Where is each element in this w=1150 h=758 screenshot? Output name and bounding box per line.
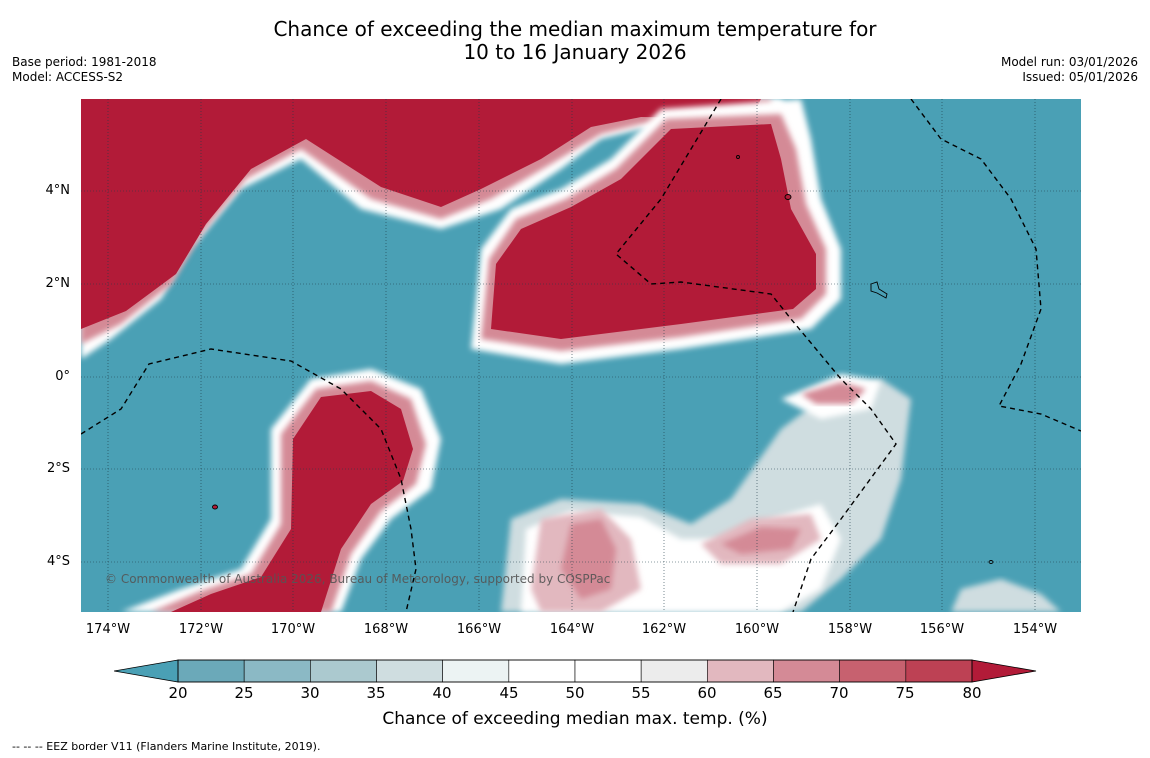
- model-name: Model: ACCESS-S2: [12, 70, 124, 84]
- lat-label-4s: 4°S: [46, 554, 70, 569]
- colorbar-tick-50: 50: [565, 684, 585, 702]
- lat-label-2s: 2°S: [46, 461, 70, 476]
- colorbar-tick-45: 45: [499, 684, 519, 702]
- meta-left: Base period: 1981-2018 Model: ACCESS-S2: [12, 55, 157, 85]
- colorbar-tick-75: 75: [895, 684, 915, 702]
- lon-label-162w: 162°W: [641, 622, 687, 637]
- warm-region-southwest: [121, 369, 441, 612]
- colorbar-cell: [442, 659, 510, 683]
- lon-label-156w: 156°W: [919, 622, 965, 637]
- island-1: [784, 194, 792, 200]
- lat-label-0: 0°: [55, 369, 70, 384]
- lon-label-166w: 166°W: [456, 622, 502, 637]
- colorbar-cell: [310, 659, 377, 683]
- colorbar-cell: [243, 659, 311, 683]
- colorbar: [114, 659, 1037, 683]
- island-3: [870, 281, 888, 299]
- island-4: [212, 504, 218, 510]
- colorbar-cell: [177, 659, 245, 683]
- model-run: Model run: 03/01/2026: [1000, 55, 1138, 69]
- island-5: [988, 560, 994, 564]
- colorbar-frame: [177, 659, 973, 683]
- title-line-2: 10 to 16 January 2026: [463, 40, 687, 64]
- meta-right: Model run: 03/01/2026 Issued: 05/01/2026: [1001, 55, 1138, 85]
- colorbar-tick-30: 30: [300, 684, 320, 702]
- warm-region-north-central: [471, 99, 841, 364]
- base-period: Base period: 1981-2018: [12, 55, 157, 69]
- lon-label-170w: 170°W: [270, 622, 316, 637]
- eez-border-east: [910, 99, 1081, 432]
- colorbar-tick-35: 35: [366, 684, 386, 702]
- colorbar-tick-20: 20: [168, 684, 188, 702]
- colorbar-tick-65: 65: [763, 684, 783, 702]
- title-line-1: Chance of exceeding the median maximum t…: [273, 17, 877, 41]
- colorbar-cell: [574, 659, 642, 683]
- colorbar-cells: [177, 659, 973, 683]
- lon-label-164w: 164°W: [549, 622, 595, 637]
- island-2: [736, 155, 740, 159]
- copyright-notice: © Commonwealth of Australia 2026, Bureau…: [105, 572, 611, 586]
- issued-date: Issued: 05/01/2026: [1022, 70, 1138, 84]
- colorbar-tick-55: 55: [631, 684, 651, 702]
- colorbar-tick-40: 40: [432, 684, 452, 702]
- lon-label-154w: 154°W: [1012, 622, 1058, 637]
- chart-title: Chance of exceeding the median maximum t…: [0, 18, 1150, 64]
- map-svg: [81, 99, 1081, 612]
- colorbar-cell: [376, 659, 443, 683]
- colorbar-cell: [839, 659, 907, 683]
- map-panel: © Commonwealth of Australia 2026, Bureau…: [81, 99, 1081, 612]
- eez-border-central: [615, 99, 897, 612]
- colorbar-tick-60: 60: [697, 684, 717, 702]
- lon-label-160w: 160°W: [734, 622, 780, 637]
- eez-borders: [81, 99, 1081, 612]
- neutral-region-south: [501, 374, 1061, 612]
- eez-footnote: -- -- -- EEZ border V11 (Flanders Marine…: [12, 740, 321, 753]
- colorbar-cell: [905, 659, 973, 683]
- lon-label-172w: 172°W: [178, 622, 224, 637]
- colorbar-tick-80: 80: [962, 684, 982, 702]
- colorbar-tick-25: 25: [234, 684, 254, 702]
- colorbar-cell: [773, 659, 840, 683]
- colorbar-high-extension: [971, 659, 1037, 683]
- colorbar-cell: [508, 659, 576, 683]
- lat-label-2n: 2°N: [45, 276, 71, 291]
- warm-region-northwest: [81, 99, 791, 359]
- lon-label-158w: 158°W: [827, 622, 873, 637]
- lon-label-174w: 174°W: [85, 622, 131, 637]
- colorbar-cell: [640, 659, 708, 683]
- islands: [212, 155, 994, 564]
- colorbar-label: Chance of exceeding median max. temp. (%…: [382, 709, 768, 729]
- lon-label-168w: 168°W: [363, 622, 409, 637]
- colorbar-low-extension: [114, 659, 179, 683]
- lat-label-4n: 4°N: [45, 183, 71, 198]
- colorbar-cell: [707, 659, 774, 683]
- colorbar-tick-70: 70: [829, 684, 849, 702]
- eez-border-west: [81, 348, 417, 612]
